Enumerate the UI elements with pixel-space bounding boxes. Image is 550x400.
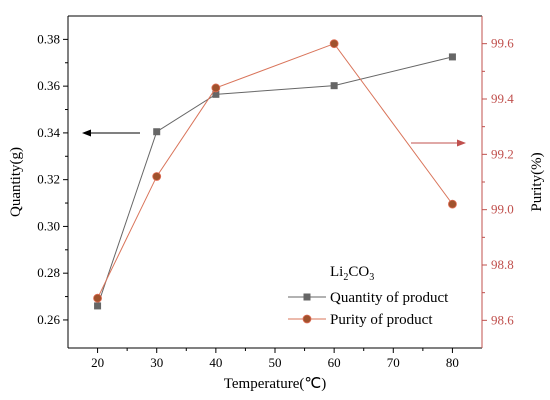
right-axis: 98.6 98.8 99.0 99.2 99.4 99.6 bbox=[482, 36, 514, 327]
left-tick-label: 0.32 bbox=[37, 172, 60, 187]
right-tick-label: 98.6 bbox=[491, 312, 514, 327]
left-axis: 0.26 0.28 0.30 0.32 0.34 0.36 0.38 bbox=[37, 31, 68, 327]
data-point bbox=[448, 199, 457, 209]
axis-labels: Temperature(℃) Quantity(g) Purity(%) bbox=[8, 147, 545, 392]
x-axis: 20 30 40 50 60 70 80 bbox=[91, 348, 459, 370]
legend-label: Purity of product bbox=[330, 312, 433, 328]
x-tick-label: 20 bbox=[91, 355, 104, 370]
right-axis-arrow-head bbox=[457, 139, 466, 147]
left-tick-label: 0.30 bbox=[37, 218, 60, 233]
left-axis-arrow-head bbox=[82, 129, 91, 137]
right-tick-label: 98.8 bbox=[491, 257, 514, 272]
legend-item-2: Purity of product bbox=[288, 312, 433, 328]
data-point bbox=[93, 293, 102, 303]
x-axis-label: Temperature(℃) bbox=[224, 376, 326, 392]
x-tick-label: 30 bbox=[150, 355, 163, 370]
left-tick-label: 0.36 bbox=[37, 78, 60, 93]
left-tick-label: 0.38 bbox=[37, 31, 60, 46]
data-point bbox=[329, 39, 339, 49]
data-point bbox=[330, 82, 338, 90]
left-tick-label: 0.26 bbox=[37, 312, 60, 327]
left-axis-label: Quantity(g) bbox=[8, 147, 24, 217]
x-tick-label: 50 bbox=[269, 355, 282, 370]
series-line bbox=[97, 43, 453, 299]
x-tick-label: 70 bbox=[387, 355, 400, 370]
data-point bbox=[448, 53, 456, 61]
right-tick-label: 99.4 bbox=[491, 91, 514, 106]
legend-label: Quantity of product bbox=[330, 290, 449, 306]
right-tick-label: 99.6 bbox=[491, 36, 514, 51]
data-point bbox=[212, 90, 220, 98]
left-tick-label: 0.34 bbox=[37, 125, 60, 140]
x-tick-label: 40 bbox=[209, 355, 222, 370]
legend-title: Li2CO3 bbox=[330, 264, 374, 283]
legend-marker bbox=[303, 293, 311, 301]
x-tick-label: 80 bbox=[446, 355, 459, 370]
series-line bbox=[97, 56, 453, 307]
data-point bbox=[94, 302, 102, 310]
right-tick-label: 99.2 bbox=[491, 146, 514, 161]
legend-marker bbox=[302, 314, 312, 324]
legend-item-1: Quantity of product bbox=[288, 290, 449, 306]
data-point bbox=[153, 128, 161, 136]
series-1 bbox=[94, 53, 456, 310]
data-point bbox=[211, 83, 221, 93]
left-tick-label: 0.28 bbox=[37, 265, 60, 280]
right-axis-label: Purity(%) bbox=[529, 152, 545, 211]
series-layer bbox=[93, 39, 457, 310]
data-point bbox=[152, 172, 162, 181]
right-tick-label: 99.0 bbox=[491, 202, 514, 217]
series-2 bbox=[93, 39, 457, 303]
axis-indicator-arrows bbox=[82, 129, 466, 147]
legend: Li2CO3 Quantity of product Purity of produ… bbox=[288, 264, 449, 328]
x-tick-label: 60 bbox=[328, 355, 341, 370]
